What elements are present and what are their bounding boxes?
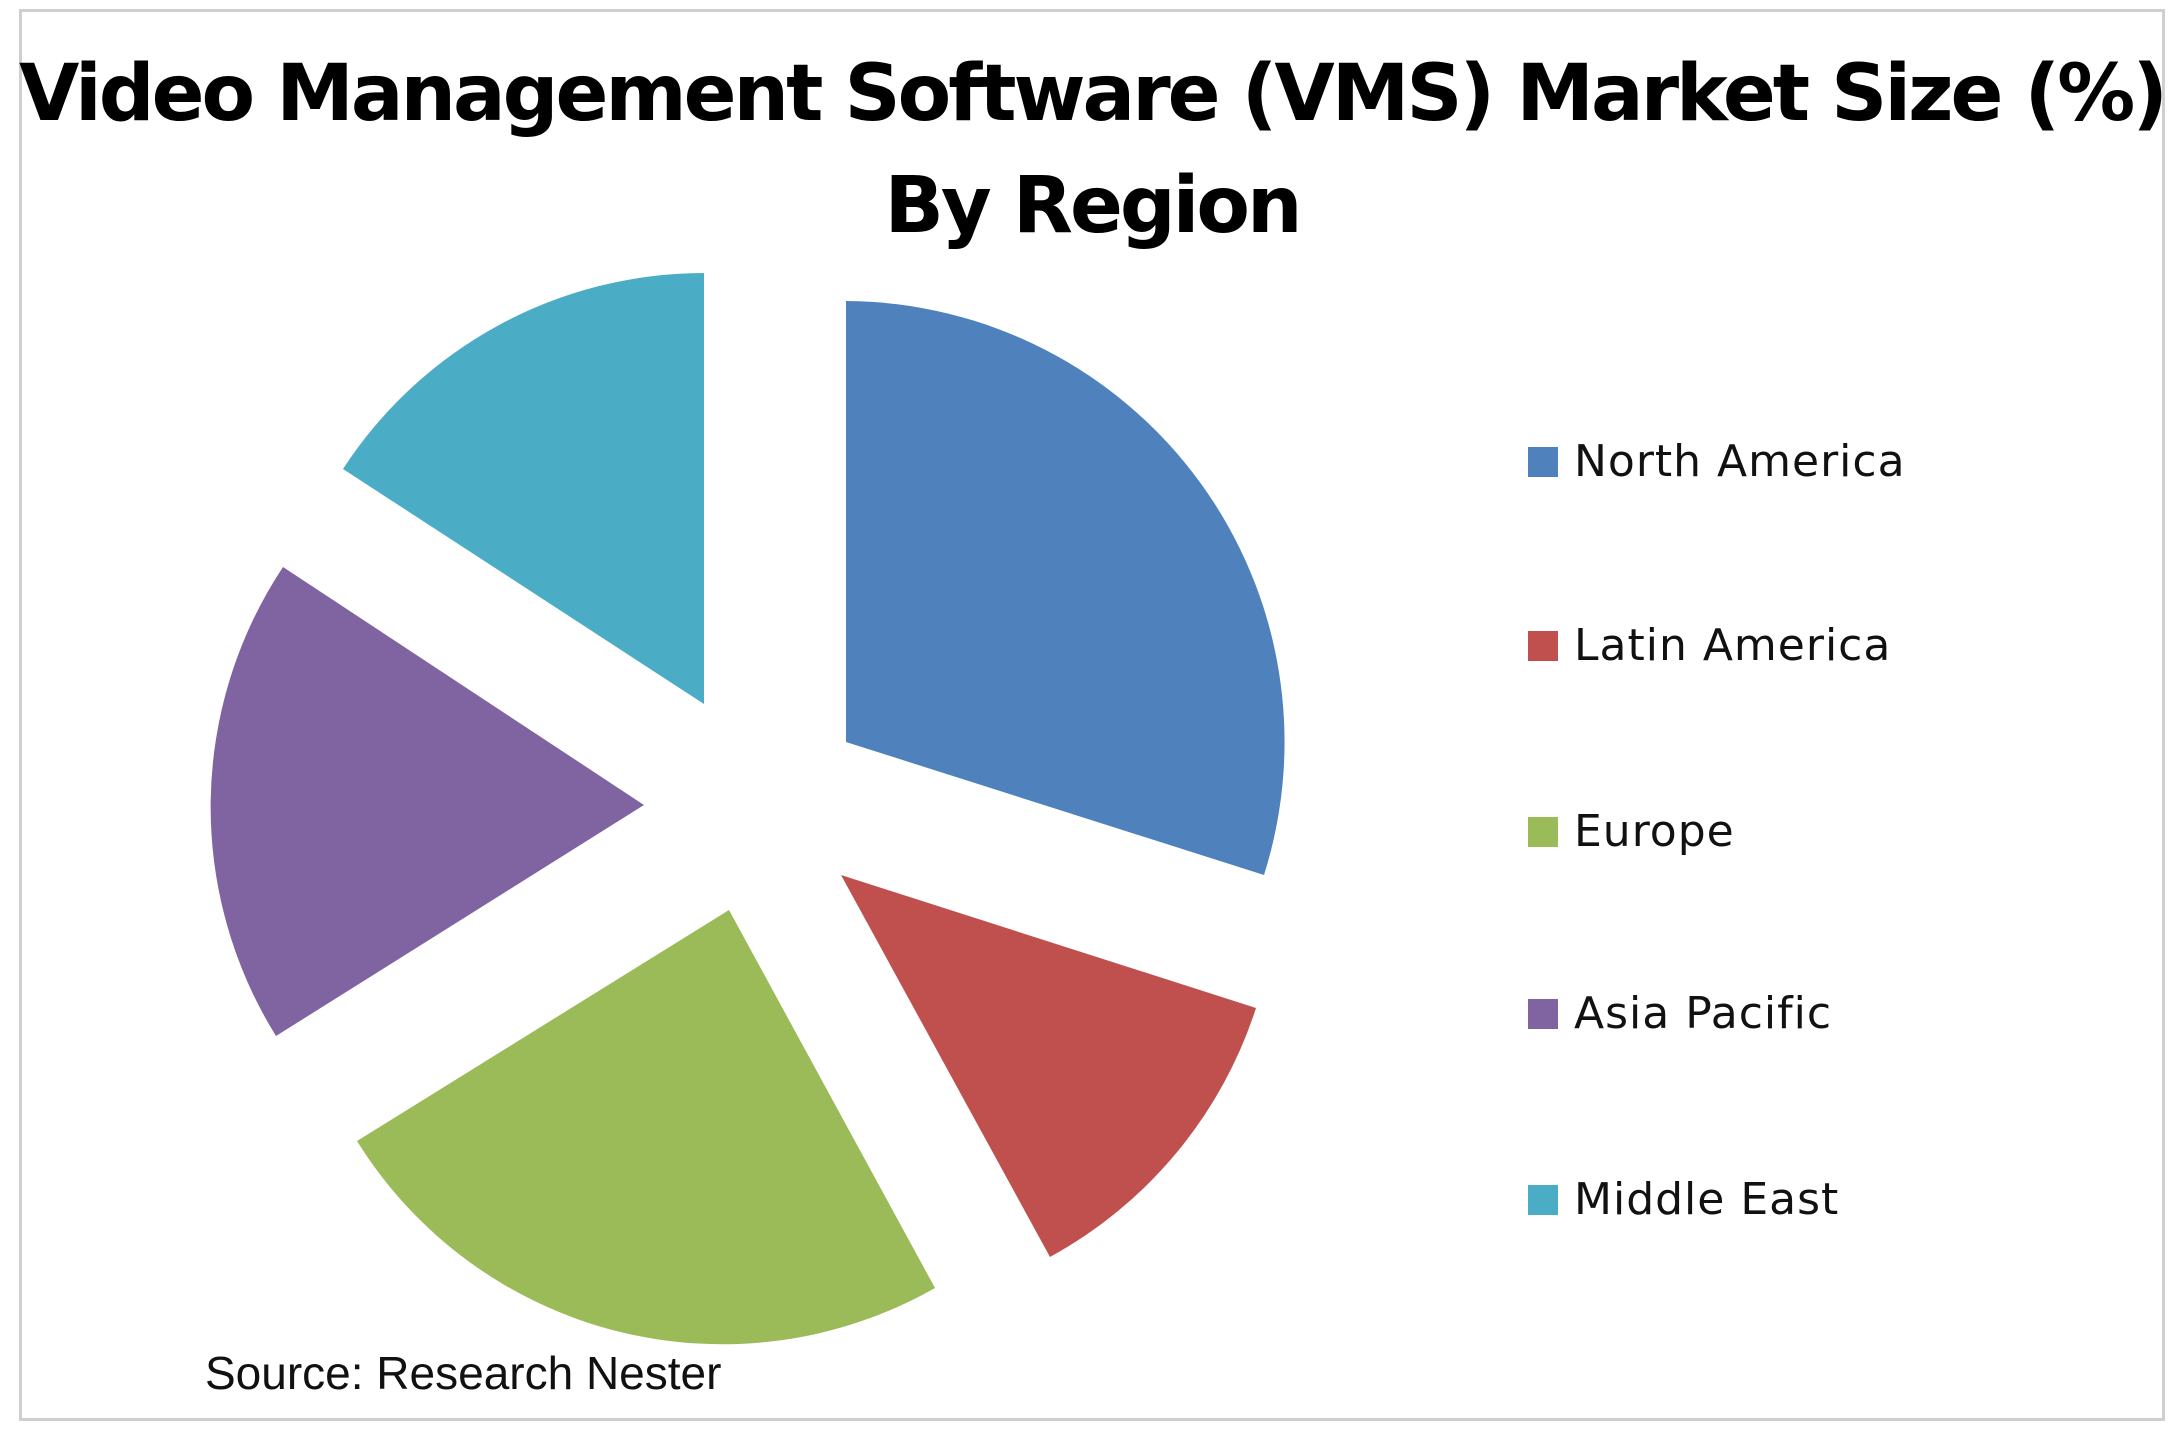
source-note: Source: Research Nester — [205, 1347, 722, 1399]
legend-label: Latin America — [1574, 620, 1892, 671]
slice-europe[interactable] — [357, 910, 935, 1345]
legend-label: Asia Pacific — [1574, 988, 1833, 1039]
slice-latin-america[interactable] — [841, 875, 1256, 1257]
chart-subtitle: By Region — [884, 161, 1302, 251]
legend-label: North America — [1574, 436, 1906, 487]
legend-swatch-icon — [1528, 446, 1558, 477]
slice-asia-pacific[interactable] — [210, 567, 644, 1036]
legend-item-middle-east[interactable]: Middle East — [1528, 1174, 1839, 1225]
legend-label: Europe — [1574, 806, 1735, 857]
legend-swatch-icon — [1528, 998, 1558, 1029]
legend-item-latin-america[interactable]: Latin America — [1528, 620, 1891, 671]
legend-swatch-icon — [1528, 816, 1558, 847]
legend-item-europe[interactable]: Europe — [1528, 806, 1735, 857]
legend-swatch-icon — [1528, 630, 1558, 661]
legend-label: Middle East — [1574, 1174, 1840, 1225]
slice-north-america[interactable] — [846, 301, 1285, 875]
legend-swatch-icon — [1528, 1184, 1558, 1215]
legend-item-asia-pacific[interactable]: Asia Pacific — [1528, 988, 1832, 1039]
slice-middle-east[interactable] — [343, 273, 704, 704]
legend-item-north-america[interactable]: North America — [1528, 436, 1906, 487]
chart-title: Video Management Software (VMS) Market S… — [19, 49, 2168, 139]
